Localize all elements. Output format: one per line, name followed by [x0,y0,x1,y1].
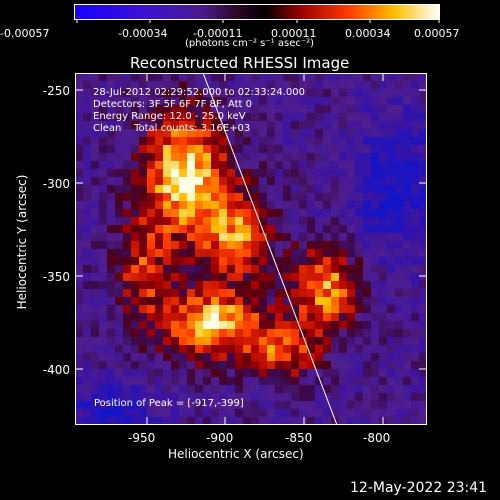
colorbar-tick-label: 0.00057 [414,27,460,40]
x-tick-label: -850 [285,431,313,445]
footer-date: 12-May-2022 23:41 [350,480,488,496]
y-tick-label: -250 [42,84,70,98]
plot-frame [75,73,427,425]
y-tick-label: -400 [42,363,70,377]
colorbar-tick-label: -0.00011 [193,27,243,40]
x-tick-label: -800 [363,431,391,445]
x-tick-label: -950 [128,431,156,445]
colorbar-tick-label: -0.00034 [118,27,168,40]
x-axis-label: Heliocentric X (arcsec) [168,447,304,461]
y-axis-label: Heliocentric Y (arcsec) [15,174,29,310]
annotation-detectors: Detectors: 3F 5F 6F 7F 8F, Att 0 [93,99,253,110]
axis-ticks [75,73,427,425]
colorbar-units: (photons cm⁻² s⁻¹ asec⁻²) [185,38,315,49]
y-tick-label: -300 [42,177,70,191]
image-pixels [75,73,427,425]
limb-line [202,73,338,425]
plot-title: Reconstructed RHESSI Image [130,54,350,72]
colorbar-tick-label: 0.00011 [271,27,317,40]
y-tick-label: -350 [42,270,70,284]
colorbar-ticks [76,19,440,23]
colorbar-tick-label: 0.00034 [345,27,391,40]
annotation-energy: Energy Range: 12.0 - 25.0 keV [93,111,246,122]
rhessi-image [75,73,427,425]
annotation-peak: Position of Peak = [-917,-399] [94,398,244,409]
x-tick-label: -900 [206,431,234,445]
colorbar-tick-label: -0.00057 [0,27,50,40]
annotation-clean: Clean Total counts: 3.16E+03 [93,123,251,134]
annotation-time: 28-Jul-2012 02:29:52.000 to 02:33:24.000 [93,87,305,98]
colorbar [74,4,440,20]
